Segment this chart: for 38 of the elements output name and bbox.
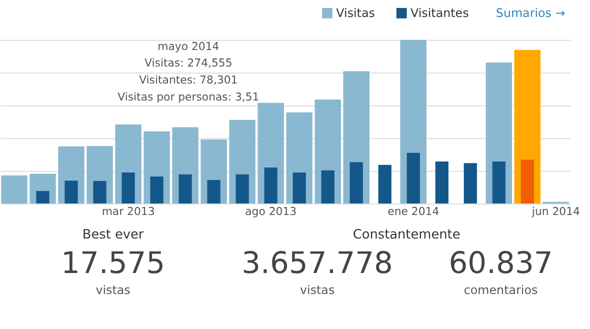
text: Sumarios → <box>496 6 566 20</box>
bar <box>406 152 420 204</box>
text: vistas <box>300 282 335 297</box>
legend-label: Visitantes <box>410 6 469 20</box>
bar <box>492 161 506 204</box>
bar <box>150 176 164 204</box>
x-tick-label: jun 2014 <box>530 204 580 218</box>
bar <box>64 180 78 204</box>
bar <box>93 180 106 204</box>
text: Constantemente <box>352 227 460 242</box>
annotation: Visitas por personas: 3,51 <box>118 90 260 104</box>
bar <box>122 172 135 204</box>
bar <box>36 190 50 204</box>
text: 3.657.778 <box>242 246 393 281</box>
bar <box>435 161 448 204</box>
legend-label: Visitas <box>336 6 375 20</box>
bar <box>321 170 334 204</box>
annotation: Visitantes: 78,301 <box>139 74 238 87</box>
bar <box>520 160 534 204</box>
text: Best ever <box>82 227 144 242</box>
x-tick-label: mar 2013 <box>102 204 155 218</box>
bar <box>1 175 28 204</box>
bar <box>264 168 278 204</box>
text: vistas <box>96 282 130 297</box>
text: comentarios <box>464 282 538 297</box>
x-tick-label: ene 2014 <box>388 204 440 218</box>
annotation: Visitas: 274,555 <box>144 56 232 70</box>
text: 60.837 <box>448 246 553 281</box>
bar <box>292 172 306 204</box>
x-tick-label: ago 2013 <box>245 204 297 218</box>
bar <box>378 164 392 204</box>
text: 17.575 <box>61 246 166 281</box>
bar <box>464 163 477 204</box>
bar <box>350 162 363 204</box>
bar <box>178 174 192 204</box>
annotation: mayo 2014 <box>158 40 220 53</box>
bar <box>207 180 220 204</box>
bar <box>236 174 249 204</box>
